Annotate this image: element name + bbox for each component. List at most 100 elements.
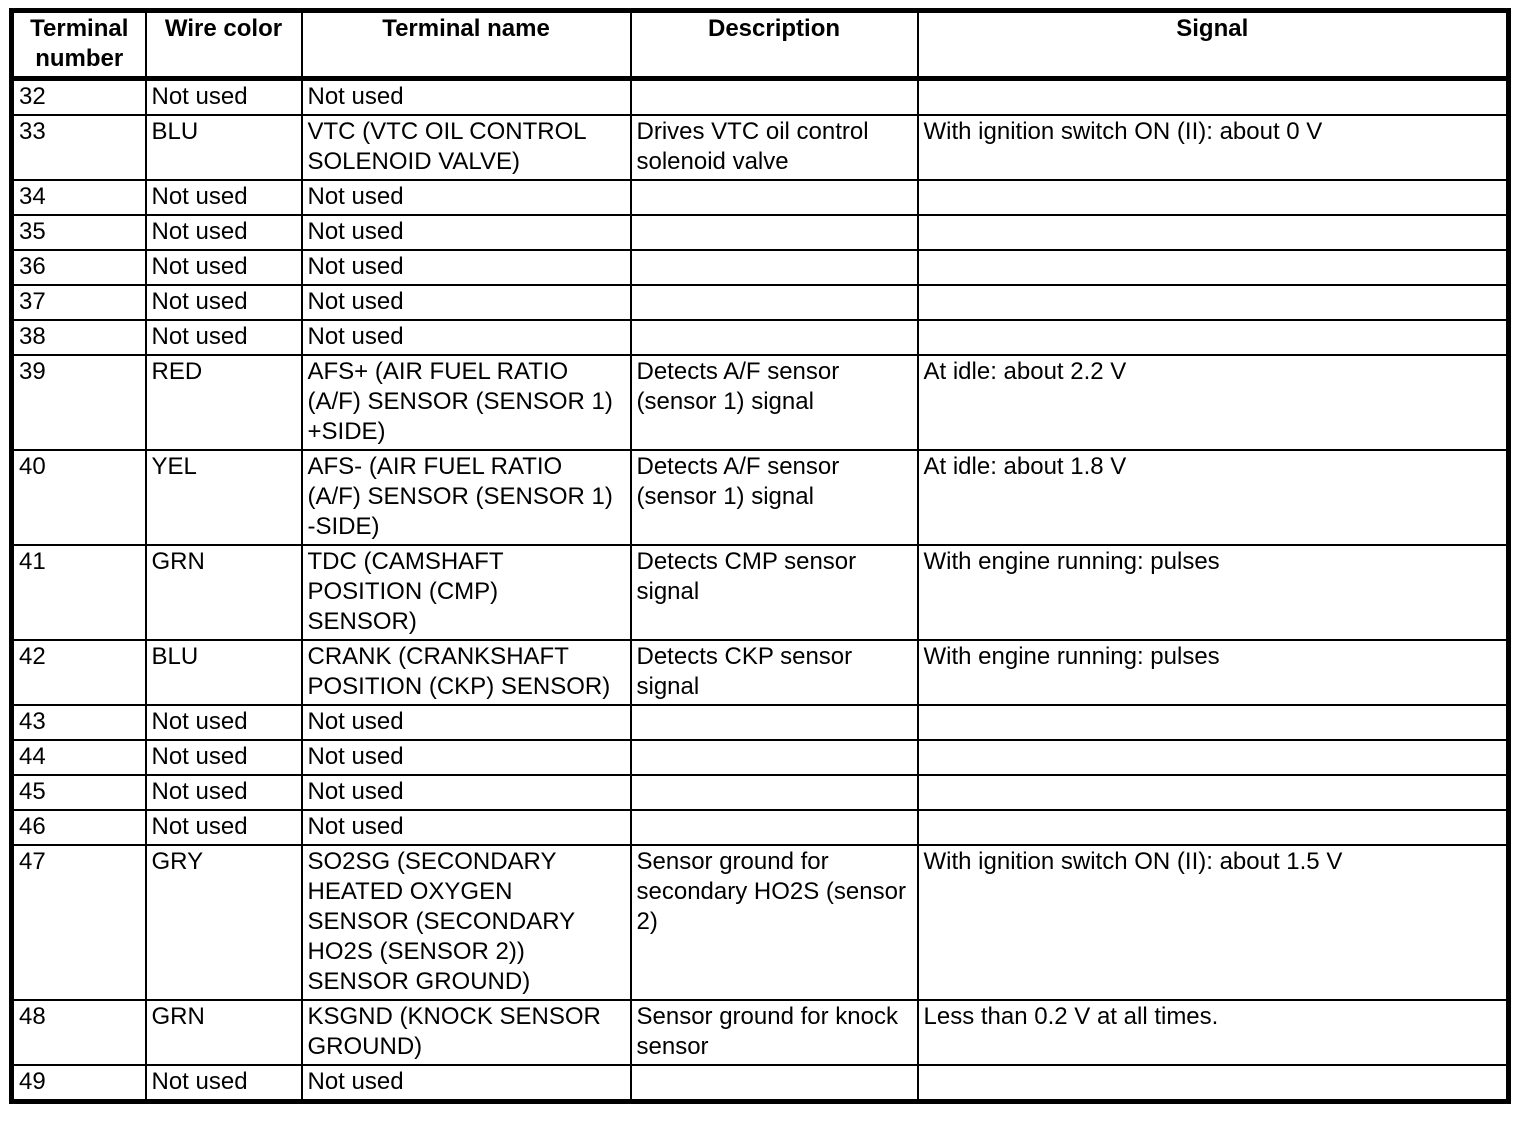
cell-terminal-number: 35 xyxy=(10,214,147,251)
cell-terminal-name: Not used xyxy=(300,704,632,741)
table-row: 43 Not used Not used xyxy=(10,704,1510,741)
cell-signal: Less than 0.2 V at all times. xyxy=(916,999,1510,1066)
table-row: 42 BLU CRANK (CRANKSHAFT POSITION (CKP) SE… xyxy=(10,639,1510,706)
cell-terminal-name: Not used xyxy=(300,179,632,216)
cell-wire-color: RED xyxy=(144,354,303,451)
cell-terminal-name: KSGND (KNOCK SENSOR GROUND) xyxy=(300,999,632,1066)
cell-terminal-number: 40 xyxy=(10,449,147,546)
cell-wire-color: Not used xyxy=(144,319,303,356)
cell-terminal-name: Not used xyxy=(300,77,632,116)
cell-terminal-name: Not used xyxy=(300,809,632,846)
cell-description: Detects CMP sensor signal xyxy=(629,544,919,641)
cell-terminal-number: 33 xyxy=(10,114,147,181)
cell-signal xyxy=(916,1064,1510,1103)
table-row: 39 RED AFS+ (AIR FUEL RATIO (A/F) SENSOR (… xyxy=(10,354,1510,451)
cell-signal xyxy=(916,774,1510,811)
cell-signal: At idle: about 1.8 V xyxy=(916,449,1510,546)
cell-description: Detects A/F sensor (sensor 1) signal xyxy=(629,354,919,451)
cell-wire-color: Not used xyxy=(144,249,303,286)
cell-description xyxy=(629,809,919,846)
cell-terminal-name: SO2SG (SECONDARY HEATED OXYGEN SENSOR (S… xyxy=(300,844,632,1001)
cell-terminal-number: 39 xyxy=(10,354,147,451)
cell-terminal-number: 44 xyxy=(10,739,147,776)
cell-terminal-number: 36 xyxy=(10,249,147,286)
table-row: 49 Not used Not used xyxy=(10,1064,1510,1103)
cell-signal xyxy=(916,214,1510,251)
table-row: 38 Not used Not used xyxy=(10,319,1510,356)
cell-terminal-number: 46 xyxy=(10,809,147,846)
cell-terminal-number: 37 xyxy=(10,284,147,321)
cell-description xyxy=(629,77,919,116)
table-row: 32 Not used Not used xyxy=(10,77,1510,116)
cell-signal: With engine running: pulses xyxy=(916,544,1510,641)
table-row: 47 GRY SO2SG (SECONDARY HEATED OXYGEN SENS… xyxy=(10,844,1510,1001)
cell-description xyxy=(629,774,919,811)
cell-wire-color: YEL xyxy=(144,449,303,546)
header-terminal-number: Terminal number xyxy=(10,9,147,81)
cell-wire-color: GRY xyxy=(144,844,303,1001)
cell-terminal-number: 43 xyxy=(10,704,147,741)
cell-signal xyxy=(916,77,1510,116)
header-wire-color: Wire color xyxy=(144,9,303,81)
cell-terminal-name: Not used xyxy=(300,319,632,356)
cell-wire-color: Not used xyxy=(144,809,303,846)
cell-terminal-name: VTC (VTC OIL CONTROL SOLENOID VALVE) xyxy=(300,114,632,181)
table-row: 44 Not used Not used xyxy=(10,739,1510,776)
cell-terminal-number: 49 xyxy=(10,1064,147,1103)
table-row: 48 GRN KSGND (KNOCK SENSOR GROUND) Sensor g… xyxy=(10,999,1510,1066)
cell-terminal-number: 38 xyxy=(10,319,147,356)
table-header-row: Terminal number Wire color Terminal name… xyxy=(10,9,1510,81)
cell-wire-color: Not used xyxy=(144,284,303,321)
cell-signal xyxy=(916,179,1510,216)
cell-description: Sensor ground for knock sensor xyxy=(629,999,919,1066)
cell-description xyxy=(629,319,919,356)
table-row: 34 Not used Not used xyxy=(10,179,1510,216)
cell-terminal-number: 45 xyxy=(10,774,147,811)
cell-wire-color: Not used xyxy=(144,77,303,116)
cell-terminal-name: Not used xyxy=(300,1064,632,1103)
cell-terminal-name: TDC (CAMSHAFT POSITION (CMP) SENSOR) xyxy=(300,544,632,641)
cell-wire-color: GRN xyxy=(144,999,303,1066)
cell-description xyxy=(629,739,919,776)
cell-description xyxy=(629,1064,919,1103)
cell-wire-color: Not used xyxy=(144,704,303,741)
cell-wire-color: Not used xyxy=(144,739,303,776)
cell-signal: With ignition switch ON (II): about 1.5 … xyxy=(916,844,1510,1001)
cell-description xyxy=(629,249,919,286)
cell-description: Detects A/F sensor (sensor 1) signal xyxy=(629,449,919,546)
cell-wire-color: Not used xyxy=(144,214,303,251)
cell-signal xyxy=(916,809,1510,846)
table-body: 32 Not used Not used 33 BLU VTC (VTC OIL CONT… xyxy=(10,77,1510,1103)
table-row: 41 GRN TDC (CAMSHAFT POSITION (CMP) SENSOR… xyxy=(10,544,1510,641)
cell-wire-color: Not used xyxy=(144,774,303,811)
cell-signal xyxy=(916,739,1510,776)
cell-signal xyxy=(916,284,1510,321)
cell-terminal-name: Not used xyxy=(300,284,632,321)
cell-description: Detects CKP sensor signal xyxy=(629,639,919,706)
table-row: 46 Not used Not used xyxy=(10,809,1510,846)
table-row: 40 YEL AFS- (AIR FUEL RATIO (A/F) SENSOR (… xyxy=(10,449,1510,546)
table-row: 36 Not used Not used xyxy=(10,249,1510,286)
cell-terminal-number: 34 xyxy=(10,179,147,216)
cell-terminal-number: 47 xyxy=(10,844,147,1001)
cell-terminal-number: 42 xyxy=(10,639,147,706)
cell-wire-color: Not used xyxy=(144,1064,303,1103)
cell-signal: With engine running: pulses xyxy=(916,639,1510,706)
table-row: 37 Not used Not used xyxy=(10,284,1510,321)
cell-signal xyxy=(916,249,1510,286)
header-terminal-name: Terminal name xyxy=(300,9,632,81)
terminal-pinout-table: Terminal number Wire color Terminal name… xyxy=(9,8,1511,1104)
table-row: 45 Not used Not used xyxy=(10,774,1510,811)
table-row: 35 Not used Not used xyxy=(10,214,1510,251)
cell-description: Drives VTC oil control solenoid valve xyxy=(629,114,919,181)
cell-description xyxy=(629,179,919,216)
cell-signal xyxy=(916,704,1510,741)
cell-wire-color: BLU xyxy=(144,639,303,706)
cell-terminal-name: CRANK (CRANKSHAFT POSITION (CKP) SENSOR) xyxy=(300,639,632,706)
header-signal: Signal xyxy=(916,9,1510,81)
cell-wire-color: GRN xyxy=(144,544,303,641)
cell-signal: At idle: about 2.2 V xyxy=(916,354,1510,451)
cell-description xyxy=(629,284,919,321)
cell-wire-color: Not used xyxy=(144,179,303,216)
header-description: Description xyxy=(629,9,919,81)
